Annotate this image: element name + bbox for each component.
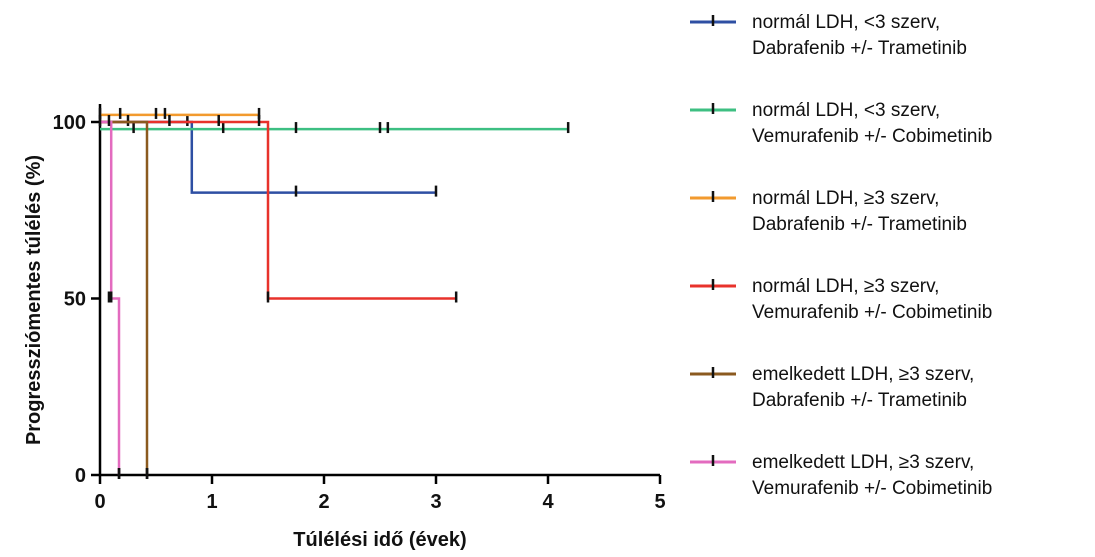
legend-item: emelkedett LDH, ≥3 szerv, Dabrafenib +/- … xyxy=(690,364,974,411)
series-3 xyxy=(98,107,261,119)
legend-label: normál LDH, <3 szerv, Vemurafenib +/- Cob… xyxy=(752,100,992,147)
y-tick-label: 0 xyxy=(75,465,86,487)
x-tick-label: 3 xyxy=(430,491,441,513)
plot-series xyxy=(98,107,570,479)
legend-item: normál LDH, ≥3 szerv, Vemurafenib +/- Cob… xyxy=(690,276,992,323)
legend-item: normál LDH, <3 szerv, Dabrafenib +/- Tram… xyxy=(690,12,967,59)
series-line xyxy=(100,120,149,475)
series-2 xyxy=(100,122,570,134)
series-4 xyxy=(100,115,458,303)
series-line xyxy=(100,120,457,300)
x-tick-label: 0 xyxy=(94,491,105,513)
y-tick-label: 50 xyxy=(64,289,86,311)
x-tick-label: 2 xyxy=(318,491,329,513)
legend-label: emelkedett LDH, ≥3 szerv, Dabrafenib +/- … xyxy=(752,364,974,411)
legend: normál LDH, <3 szerv, Dabrafenib +/- Tram… xyxy=(690,12,992,499)
x-tick-label: 1 xyxy=(206,491,217,513)
legend-label: emelkedett LDH, ≥3 szerv, Vemurafenib +/-… xyxy=(752,452,992,499)
legend-label: normál LDH, ≥3 szerv, Vemurafenib +/- Cob… xyxy=(752,276,992,323)
x-tick-label: 5 xyxy=(654,491,665,513)
legend-item: normál LDH, <3 szerv, Vemurafenib +/- Cob… xyxy=(690,100,992,147)
x-tick-label: 4 xyxy=(542,491,554,513)
legend-item: emelkedett LDH, ≥3 szerv, Vemurafenib +/-… xyxy=(690,452,992,499)
x-axis-label: Túlélési idő (évek) xyxy=(293,529,466,551)
series-5 xyxy=(100,120,149,479)
legend-label: normál LDH, ≥3 szerv, Dabrafenib +/- Tram… xyxy=(752,188,967,235)
legend-label: normál LDH, <3 szerv, Dabrafenib +/- Tram… xyxy=(752,12,967,59)
y-tick-label: 100 xyxy=(53,112,86,134)
y-axis-label: Progressziómentes túlélés (%) xyxy=(23,155,45,445)
legend-item: normál LDH, ≥3 szerv, Dabrafenib +/- Tram… xyxy=(690,188,967,235)
baseline-censors xyxy=(98,115,220,479)
